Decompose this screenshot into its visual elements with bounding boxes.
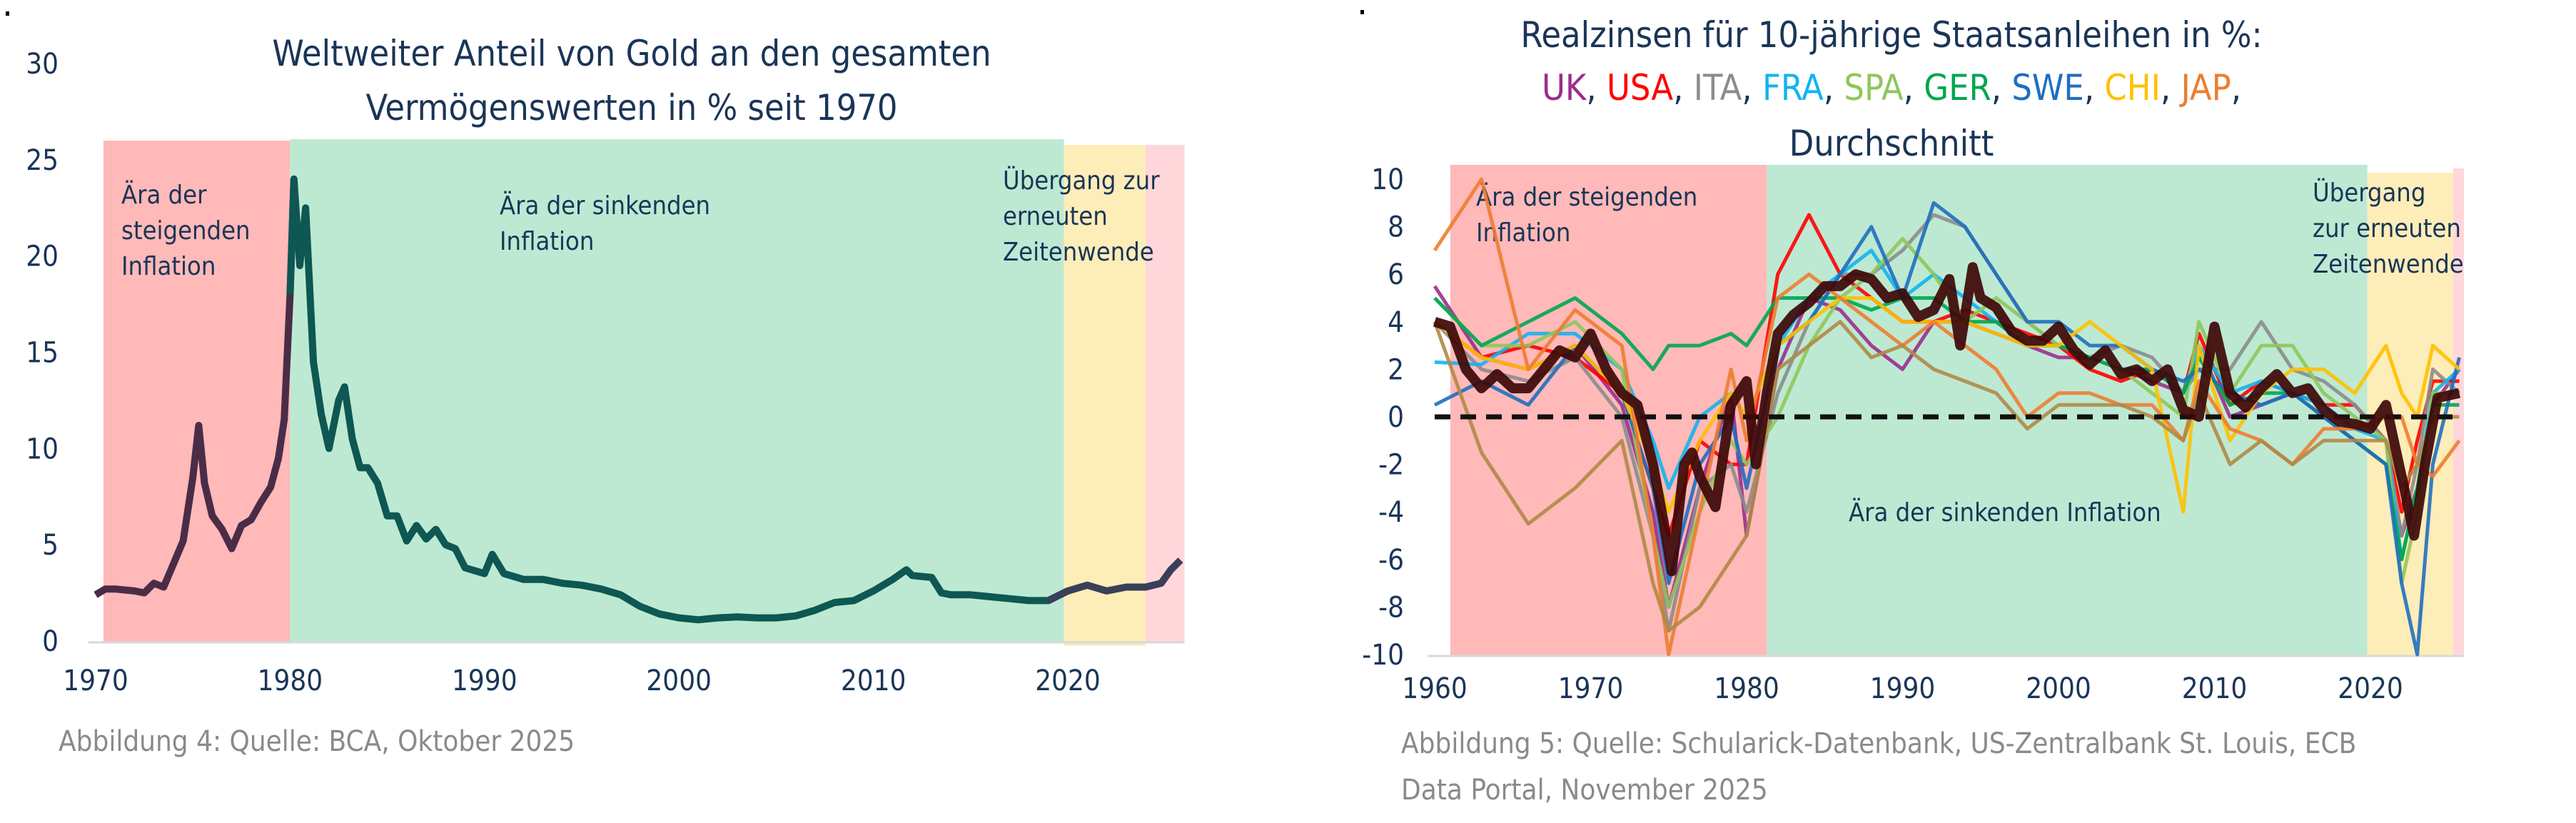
x-tick-label: 1970 bbox=[63, 665, 128, 697]
region-label: Ära der sinkenden bbox=[500, 191, 710, 221]
region-1 bbox=[290, 139, 1064, 642]
x-tick-label: 1990 bbox=[1870, 672, 1936, 705]
region-label: Inflation bbox=[500, 227, 594, 256]
legend-item-jap: JAP bbox=[2178, 67, 2231, 108]
chart-title-line-3: Durchschnitt bbox=[1789, 123, 1994, 164]
era-regions bbox=[103, 139, 1185, 646]
region-labels: Ära der steigenden Inflation Ära der sinken… bbox=[121, 166, 1160, 281]
series-lines bbox=[94, 175, 1183, 624]
y-tick-label: -8 bbox=[1378, 591, 1404, 624]
y-tick-label: 0 bbox=[1388, 401, 1404, 434]
figure-caption: Abbildung 4: Quelle: BCA, Oktober 2025 bbox=[59, 725, 575, 758]
x-tick-label: 1980 bbox=[258, 665, 323, 697]
region-label: Ära der bbox=[121, 180, 207, 210]
region-label: Übergang zur bbox=[1003, 166, 1160, 196]
legend-separator: , bbox=[1673, 67, 1694, 108]
legend-item-ita: ITA bbox=[1694, 67, 1742, 108]
x-tick-label: 2020 bbox=[2338, 672, 2403, 705]
figure-caption-line-2: Data Portal, November 2025 bbox=[1401, 774, 1768, 807]
region-label: steigenden bbox=[121, 216, 251, 246]
region-0 bbox=[1450, 165, 1767, 656]
region-label: Übergang bbox=[2313, 178, 2425, 208]
axes: -10 -8 -6 -4 -2 0 2 4 6 8 10 1960 1970 1980 1990 2000 20… bbox=[1362, 163, 2465, 705]
y-tick-label: 4 bbox=[1388, 306, 1404, 339]
average-line bbox=[1433, 262, 2461, 577]
region-label: Ära der steigenden bbox=[1476, 182, 1697, 212]
region-1 bbox=[1767, 165, 2368, 656]
legend-separator: , bbox=[1904, 67, 1924, 108]
legend-item-spa: SPA bbox=[1844, 67, 1903, 108]
region-3 bbox=[2453, 168, 2465, 656]
region-label: Zeitenwende bbox=[1003, 238, 1154, 267]
legend-separator: , bbox=[1586, 67, 1607, 108]
y-tick-label: 5 bbox=[42, 529, 59, 562]
y-tick-label: 20 bbox=[26, 241, 59, 273]
legend-separator: , bbox=[1824, 67, 1844, 108]
region-label: Zeitenwende bbox=[2313, 250, 2464, 279]
x-tick-label: 1960 bbox=[1402, 672, 1468, 705]
gold-share-line-segment bbox=[286, 175, 1070, 624]
corner-dot bbox=[1360, 10, 1364, 14]
legend-item-fra: FRA bbox=[1762, 67, 1824, 108]
x-tick-label: 1990 bbox=[452, 665, 517, 697]
legend-separator: , bbox=[2231, 67, 2241, 108]
region-label: Inflation bbox=[121, 252, 216, 281]
legend-separator: , bbox=[2084, 67, 2105, 108]
legend-separator: , bbox=[2161, 67, 2181, 108]
chart-title-line-1: Weltweiter Anteil von Gold an den gesamt… bbox=[272, 33, 991, 74]
legend-separator: , bbox=[1742, 67, 1762, 108]
x-tick-label: 2020 bbox=[1035, 665, 1101, 697]
legend-item-usa: USA bbox=[1607, 67, 1673, 108]
legend-item-ger: GER bbox=[1924, 67, 1991, 108]
legend-item-swe: SWE bbox=[2011, 67, 2083, 108]
region-label: erneuten bbox=[1003, 202, 1108, 231]
x-tick-label: 1970 bbox=[1558, 672, 1624, 705]
region-labels: Ära der steigenden Inflation Ära der sinke… bbox=[1476, 178, 2464, 527]
legend-item-uk: UK bbox=[1542, 67, 1587, 108]
series-lines bbox=[1433, 177, 2461, 657]
region-3 bbox=[1145, 145, 1185, 642]
gold-share-line-segment bbox=[1046, 557, 1183, 604]
x-tick-label: 2000 bbox=[646, 665, 712, 697]
y-tick-label: 25 bbox=[26, 144, 59, 177]
x-tick-label: 2000 bbox=[2026, 672, 2091, 705]
y-tick-label: 30 bbox=[26, 48, 59, 81]
y-tick-label: 6 bbox=[1388, 258, 1404, 291]
x-tick-label: 2010 bbox=[2182, 672, 2248, 705]
chart-title-line-1: Realzinsen für 10-jährige Staatsanleihen… bbox=[1520, 14, 2262, 56]
gold-share-chart: Weltweiter Anteil von Gold an den gesamt… bbox=[26, 33, 1185, 758]
region-label: zur erneuten bbox=[2313, 214, 2461, 243]
region-2 bbox=[1064, 145, 1146, 646]
y-tick-label: -10 bbox=[1362, 639, 1404, 672]
region-label: Ära der sinkenden Inflation bbox=[1849, 498, 2161, 527]
y-tick-label: 15 bbox=[26, 337, 59, 370]
region-label: Inflation bbox=[1476, 218, 1570, 248]
x-tick-label: 2010 bbox=[841, 665, 906, 697]
y-tick-label: -4 bbox=[1378, 496, 1404, 529]
y-tick-label: 2 bbox=[1388, 353, 1404, 386]
y-tick-label: -2 bbox=[1378, 449, 1404, 482]
y-tick-label: 10 bbox=[26, 433, 59, 465]
legend-separator: , bbox=[1991, 67, 2012, 108]
y-tick-label: 8 bbox=[1388, 211, 1404, 244]
y-tick-label: 0 bbox=[42, 625, 59, 658]
y-tick-label: -6 bbox=[1378, 544, 1404, 577]
figure-caption-line-1: Abbildung 5: Quelle: Schularick-Datenban… bbox=[1401, 727, 2356, 760]
series-line-historisch bbox=[1433, 320, 2460, 633]
legend: UK, USA, ITA, FRA, SPA, GER, SWE, CHI, J… bbox=[1542, 67, 2241, 108]
corner-dot bbox=[6, 11, 9, 16]
x-tick-label: 1980 bbox=[1714, 672, 1779, 705]
era-regions bbox=[1450, 165, 2465, 656]
region-0 bbox=[103, 141, 291, 642]
series-line-spa bbox=[1433, 236, 2460, 609]
legend-item-chi: CHI bbox=[2104, 67, 2161, 108]
gold-share-line-segment bbox=[94, 178, 298, 598]
axes: 0 5 10 15 20 25 30 1970 1980 1990 2000 2010 2020 bbox=[26, 48, 1185, 697]
chart-title-line-2: Vermögenswerten in % seit 1970 bbox=[365, 87, 897, 128]
real-rates-chart: Realzinsen für 10-jährige Staatsanleihen… bbox=[1362, 14, 2465, 807]
y-tick-label: 10 bbox=[1371, 163, 1404, 196]
